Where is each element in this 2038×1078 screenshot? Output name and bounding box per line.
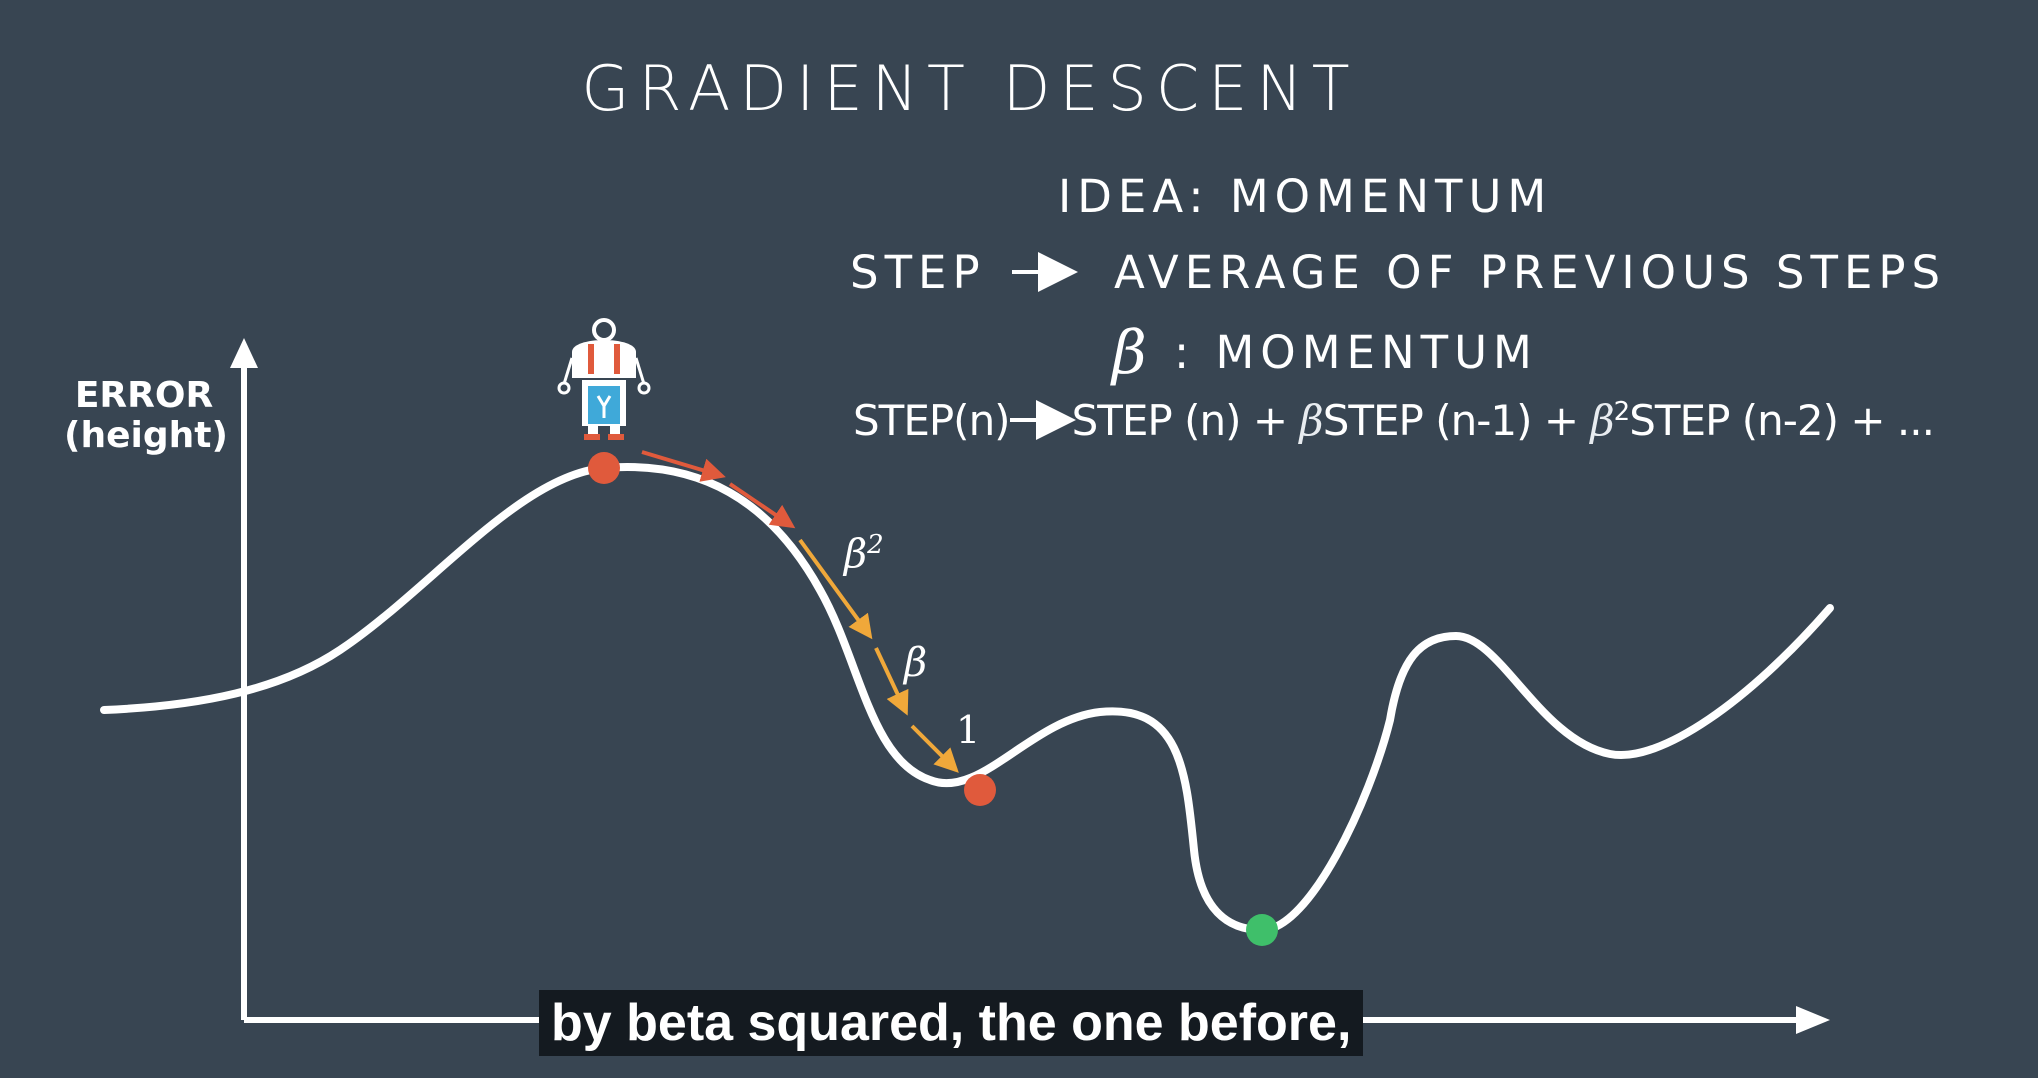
beta-squared-exp: 2: [867, 530, 884, 560]
beta-label: β: [904, 640, 928, 686]
y-axis-label-line1: ERROR: [74, 375, 214, 416]
formula-exponent: 2: [1613, 397, 1631, 427]
y-axis-arrowhead: [230, 338, 258, 368]
step-arrow-1: [641, 450, 726, 482]
step-arrow-one: [910, 724, 959, 773]
step-arrow-2: [728, 482, 796, 529]
one-label: 1: [956, 708, 981, 752]
step-arrow-beta-sq: [798, 538, 873, 640]
error-curve: [100, 463, 1834, 935]
minimum-point: [1246, 914, 1278, 946]
step-label: STEP: [850, 246, 986, 299]
beta-symbol: β: [1112, 318, 1147, 388]
beta-squared-base: β: [844, 531, 868, 578]
formula-term-2: STEP (n-1) +: [1322, 396, 1591, 445]
end-point: [964, 774, 996, 806]
x-axis-arrowhead: [1796, 1006, 1830, 1034]
step-arrow-beta: [874, 647, 909, 716]
momentum-label: : MOMENTUM: [1174, 326, 1538, 379]
slide-title: GRADIENT DESCENT: [581, 52, 1359, 125]
formula-beta-2: β: [1590, 396, 1614, 445]
momentum-formula: STEP(n) STEP (n) + βSTEP (n-1) + β2STEP (…: [853, 396, 1935, 445]
formula-term-1: STEP (n) +: [1071, 396, 1300, 445]
beta-squared-label: β2: [844, 530, 884, 577]
formula-term-3: STEP (n-2) + ...: [1629, 396, 1935, 445]
y-axis-label-line2: (height): [64, 415, 228, 456]
formula-lhs: STEP(n): [853, 396, 1011, 445]
subtitle-caption: by beta squared, the one before,: [539, 990, 1364, 1056]
average-label: AVERAGE OF PREVIOUS STEPS: [1114, 246, 1947, 299]
start-point: [588, 452, 620, 484]
y-axis-label: ERROR (height): [64, 375, 228, 456]
formula-beta: β: [1299, 396, 1323, 445]
idea-heading: IDEA: MOMENTUM: [1058, 170, 1553, 223]
robot-icon: [557, 318, 651, 440]
